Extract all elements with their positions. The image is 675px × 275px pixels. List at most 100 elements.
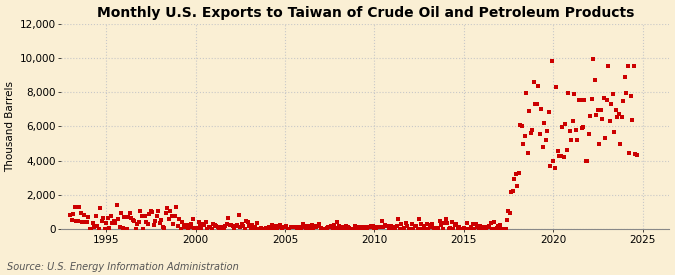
Point — [588, 56, 599, 61]
Point — [330, 226, 341, 230]
Point — [184, 224, 195, 229]
Point — [414, 217, 425, 221]
Point — [394, 227, 405, 231]
Point — [546, 59, 557, 64]
Point — [70, 205, 80, 209]
Point — [290, 225, 301, 229]
Point — [168, 222, 179, 226]
Point — [129, 219, 140, 223]
Point — [429, 227, 439, 231]
Point — [227, 224, 238, 228]
Point — [341, 224, 352, 229]
Point — [259, 227, 269, 231]
Point — [277, 227, 288, 231]
Point — [135, 208, 146, 213]
Point — [273, 225, 284, 230]
Point — [338, 225, 348, 229]
Point — [144, 212, 155, 216]
Point — [192, 226, 202, 230]
Point — [384, 226, 395, 231]
Point — [156, 218, 167, 222]
Point — [293, 225, 304, 230]
Point — [587, 96, 597, 101]
Point — [213, 224, 223, 229]
Point — [86, 227, 97, 231]
Point — [415, 222, 426, 227]
Point — [599, 96, 610, 100]
Point — [126, 215, 137, 220]
Point — [204, 225, 215, 229]
Point — [625, 94, 636, 99]
Point — [234, 213, 244, 218]
Point — [161, 210, 171, 215]
Point — [208, 222, 219, 227]
Point — [585, 114, 596, 119]
Point — [456, 227, 466, 231]
Point — [466, 225, 477, 229]
Point — [183, 227, 194, 231]
Point — [603, 64, 614, 68]
Point — [541, 138, 551, 142]
Point — [215, 225, 226, 230]
Point — [336, 227, 347, 231]
Point — [169, 214, 180, 218]
Point — [360, 226, 371, 230]
Point — [515, 122, 526, 127]
Point — [256, 226, 267, 230]
Point — [536, 107, 547, 111]
Point — [408, 227, 418, 231]
Point — [74, 205, 84, 209]
Point — [108, 219, 119, 223]
Point — [516, 124, 527, 128]
Point — [396, 222, 406, 226]
Point — [600, 135, 611, 140]
Point — [278, 225, 289, 230]
Point — [616, 115, 627, 119]
Point — [326, 224, 337, 228]
Point — [451, 222, 462, 226]
Point — [224, 223, 235, 227]
Point — [522, 151, 533, 156]
Point — [275, 223, 286, 227]
Point — [558, 155, 569, 159]
Point — [97, 218, 107, 223]
Point — [194, 222, 205, 227]
Point — [317, 227, 327, 231]
Point — [130, 227, 141, 231]
Point — [464, 226, 475, 231]
Point — [266, 222, 277, 227]
Point — [306, 223, 317, 228]
Point — [76, 211, 86, 215]
Point — [93, 227, 104, 231]
Point — [369, 227, 380, 231]
Point — [141, 220, 152, 224]
Point — [219, 227, 230, 231]
Point — [122, 227, 132, 231]
Point — [313, 224, 323, 228]
Point — [437, 227, 448, 231]
Point — [223, 215, 234, 220]
Point — [470, 222, 481, 227]
Point — [535, 132, 545, 136]
Point — [211, 224, 222, 228]
Point — [335, 227, 346, 231]
Point — [591, 112, 602, 117]
Point — [245, 227, 256, 231]
Point — [362, 227, 373, 231]
Point — [622, 64, 633, 68]
Point — [292, 227, 302, 231]
Point — [166, 214, 177, 218]
Point — [597, 117, 608, 121]
Point — [254, 227, 265, 231]
Point — [439, 221, 450, 226]
Point — [99, 227, 110, 231]
Point — [145, 209, 156, 213]
Point — [442, 221, 453, 225]
Point — [620, 74, 630, 79]
Point — [177, 220, 188, 224]
Point — [463, 227, 474, 231]
Point — [529, 79, 539, 84]
Point — [324, 225, 335, 229]
Point — [248, 227, 259, 231]
Point — [573, 98, 584, 102]
